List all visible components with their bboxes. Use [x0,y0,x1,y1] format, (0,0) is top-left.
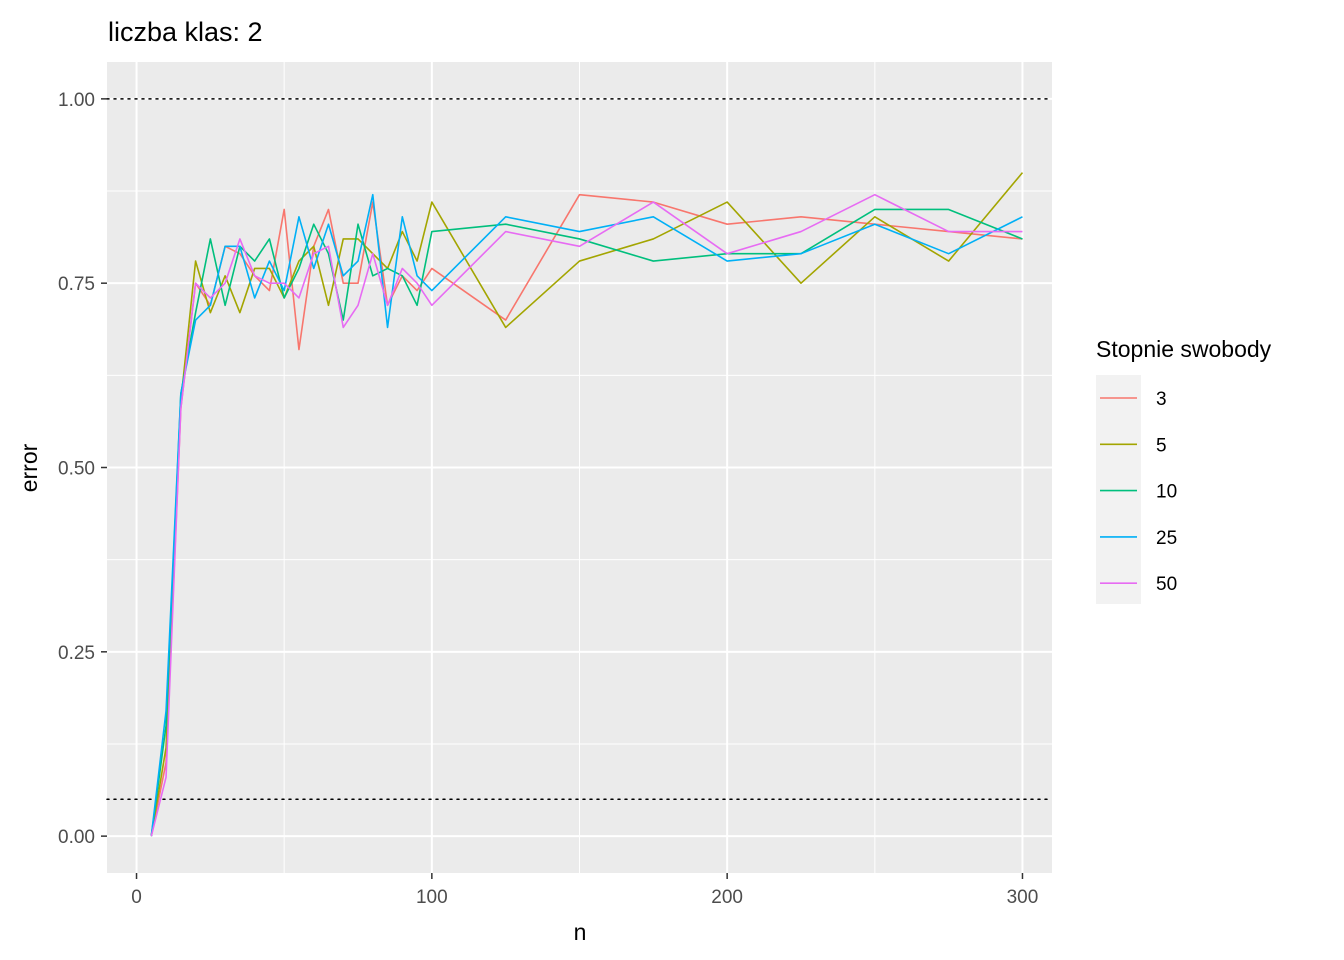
legend: Stopnie swobody 3 5 10 25 50 [1096,336,1272,604]
chart-title: liczba klas: 2 [108,17,263,47]
legend-label-3: 3 [1156,389,1167,410]
y-axis-ticks: 0.00 0.25 0.50 0.75 1.00 [58,90,107,848]
series-line-10 [150,208,1023,837]
legend-key-background [1096,375,1141,604]
legend-label-25: 25 [1156,528,1177,549]
series-lines [150,172,1024,837]
y-axis-title: error [16,443,42,492]
x-axis-ticks: 0 100 200 300 [131,873,1038,908]
legend-label-5: 5 [1156,435,1167,456]
series-line-5 [150,172,1024,837]
y-tick-label: 0.75 [58,274,95,295]
x-tick-label: 0 [131,887,142,908]
y-tick-label: 0.50 [58,459,95,480]
series-line-50 [150,193,1023,837]
major-gridlines [107,62,1052,873]
legend-label-50: 50 [1156,574,1177,595]
x-tick-label: 200 [711,887,743,908]
x-tick-label: 100 [416,887,448,908]
x-tick-label: 300 [1007,887,1039,908]
y-tick-label: 1.00 [58,90,95,111]
y-tick-label: 0.25 [58,643,95,664]
legend-label-10: 10 [1156,482,1177,503]
series-line-25 [150,193,1023,837]
x-axis-title: n [574,919,587,945]
legend-title: Stopnie swobody [1096,336,1272,362]
legend-items: 3 5 10 25 50 [1100,389,1177,595]
y-tick-label: 0.00 [58,827,95,848]
